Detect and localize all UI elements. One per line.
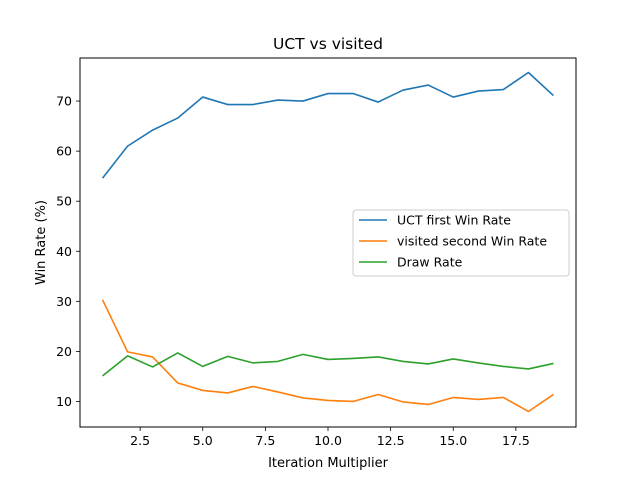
y-tick-label: 20: [56, 344, 72, 359]
series-line-1: [101, 71, 554, 179]
y-tick-label: 50: [56, 194, 72, 209]
legend: UCT first Win Rate visited second Win Rat…: [352, 209, 570, 277]
y-tick-label: 60: [56, 144, 72, 159]
x-axis: 2.5 5.0 7.5 10.0 12.5 15.0 17.5: [130, 427, 530, 448]
plot-area: [101, 71, 554, 413]
chart-title: UCT vs visited: [273, 35, 383, 53]
x-tick-label: 15.0: [439, 433, 467, 448]
legend-box: [352, 209, 570, 277]
y-tick-label: 30: [56, 294, 72, 309]
x-axis-label: Iteration Multiplier: [268, 456, 389, 471]
y-axis: 10 20 30 40 50 60 70: [56, 94, 80, 409]
series-line-3: [102, 352, 554, 377]
series-line-2: [101, 299, 554, 413]
legend-label: UCT first Win Rate: [397, 213, 511, 228]
y-tick-label: 10: [56, 394, 72, 409]
x-tick-label: 7.5: [255, 433, 275, 448]
x-tick-label: 17.5: [502, 433, 530, 448]
legend-label: visited second Win Rate: [397, 234, 547, 249]
x-tick-label: 10.0: [314, 433, 342, 448]
y-tick-label: 70: [56, 94, 72, 109]
y-axis-label: Win Rate (%): [34, 200, 49, 285]
legend-label: Draw Rate: [397, 255, 463, 270]
x-tick-label: 5.0: [193, 433, 213, 448]
x-tick-label: 2.5: [130, 433, 150, 448]
x-tick-label: 12.5: [377, 433, 405, 448]
y-tick-label: 40: [56, 244, 72, 259]
